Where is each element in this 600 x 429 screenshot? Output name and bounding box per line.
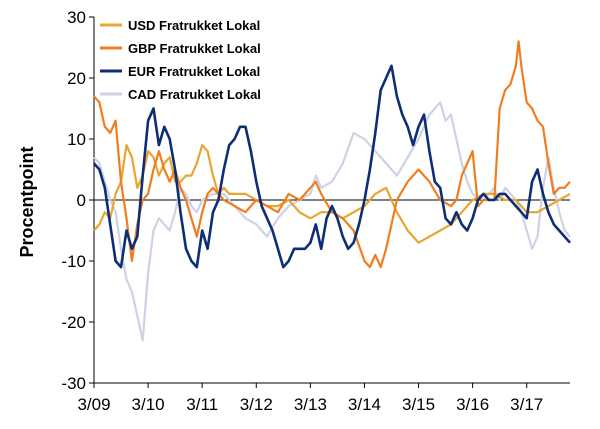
y-tick-label: -10	[61, 252, 86, 271]
x-tick-label: 3/09	[77, 395, 110, 414]
legend-label-eur: EUR Fratrukket Lokal	[128, 64, 260, 79]
axes: -30 -20 -10 0 10 20 30 3/09 3/10 3/11 3/12 3/13 3/14…	[61, 8, 570, 414]
series-lines	[93, 40, 571, 342]
series-line-gbp	[93, 40, 571, 269]
series-line-cad	[93, 101, 571, 342]
x-tick-label: 3/15	[402, 395, 435, 414]
x-tick-label: 3/16	[456, 395, 489, 414]
x-tick-label: 3/11	[186, 395, 218, 414]
y-tick-label: 0	[77, 191, 86, 210]
legend: USD Fratrukket Lokal GBP Fratrukket Lokal…	[100, 18, 261, 102]
y-tick-label: -30	[61, 374, 86, 393]
x-tick-label: 3/10	[132, 395, 165, 414]
y-tick-label: 10	[67, 130, 86, 149]
legend-label-usd: USD Fratrukket Lokal	[128, 18, 260, 33]
y-tick-label: 30	[67, 8, 86, 27]
y-tick-label: 20	[67, 69, 86, 88]
x-tick-label: 3/12	[240, 395, 273, 414]
legend-label-cad: CAD Fratrukket Lokal	[128, 87, 261, 102]
y-axis-label: Procentpoint	[17, 146, 37, 257]
legend-label-gbp: GBP Fratrukket Lokal	[128, 41, 261, 56]
series-line-eur	[93, 64, 571, 269]
x-tick-label: 3/17	[510, 395, 543, 414]
y-tick-label: -20	[61, 313, 86, 332]
x-tick-label: 3/13	[294, 395, 327, 414]
x-tick-label: 3/14	[348, 395, 381, 414]
